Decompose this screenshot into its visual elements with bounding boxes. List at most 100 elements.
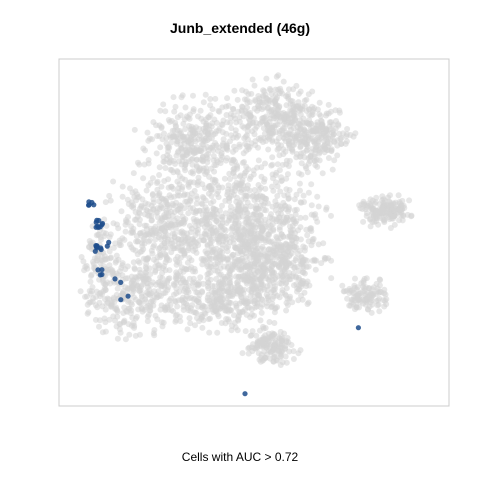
background-cell-point bbox=[387, 225, 394, 231]
background-cell-point bbox=[211, 168, 218, 175]
background-cell-point bbox=[312, 211, 319, 218]
background-cell-point bbox=[190, 108, 197, 115]
background-cell-point bbox=[268, 125, 275, 132]
background-cell-point bbox=[301, 97, 308, 104]
background-cell-point bbox=[224, 248, 231, 255]
background-cell-point bbox=[261, 246, 267, 253]
background-cell-point bbox=[162, 289, 169, 296]
background-cell-point bbox=[230, 106, 237, 113]
background-cell-point bbox=[224, 95, 231, 102]
background-cell-point bbox=[259, 336, 266, 343]
background-cell-point bbox=[231, 87, 238, 94]
background-cell-point bbox=[283, 273, 290, 280]
background-cell-point bbox=[206, 114, 213, 121]
background-cell-point bbox=[211, 283, 218, 290]
background-cell-point bbox=[365, 306, 371, 313]
background-cell-point bbox=[220, 288, 227, 295]
background-cell-point bbox=[129, 229, 136, 236]
background-cell-point bbox=[381, 219, 388, 226]
background-cell-point bbox=[174, 138, 181, 145]
background-cell-point bbox=[239, 238, 246, 244]
background-cell-point bbox=[400, 202, 407, 209]
background-cell-point bbox=[100, 280, 107, 287]
background-cell-point bbox=[102, 319, 109, 326]
background-cell-point bbox=[282, 240, 289, 247]
background-cell-point bbox=[118, 208, 125, 215]
background-cell-point bbox=[274, 235, 281, 241]
background-cell-point bbox=[295, 170, 302, 177]
background-cell-point bbox=[169, 243, 176, 250]
background-cell-point bbox=[235, 256, 242, 263]
background-cell-point bbox=[270, 175, 276, 182]
background-cell-point bbox=[161, 130, 167, 137]
background-cell-point bbox=[236, 286, 242, 293]
background-cell-point bbox=[97, 259, 104, 266]
background-cell-point bbox=[279, 289, 286, 296]
background-cell-point bbox=[136, 221, 143, 228]
highlighted-cell-point bbox=[355, 325, 361, 331]
background-cell-point bbox=[231, 312, 237, 319]
background-cell-point bbox=[226, 215, 233, 221]
background-cell-point bbox=[314, 106, 321, 113]
background-cell-point bbox=[269, 263, 276, 270]
background-cell-point bbox=[142, 296, 149, 303]
background-cell-point bbox=[262, 185, 269, 192]
background-cell-point bbox=[176, 259, 183, 266]
background-cell-point bbox=[181, 136, 188, 143]
background-cell-point bbox=[322, 133, 329, 140]
background-cell-point bbox=[304, 146, 311, 153]
background-cell-point bbox=[158, 217, 165, 224]
background-cell-point bbox=[139, 196, 146, 203]
background-cell-point bbox=[328, 212, 334, 219]
background-cell-point bbox=[290, 356, 297, 362]
background-cell-point bbox=[232, 300, 239, 307]
background-cell-point bbox=[260, 93, 267, 100]
background-cell-point bbox=[227, 111, 234, 117]
background-cell-point bbox=[333, 118, 339, 124]
background-cell-point bbox=[197, 274, 204, 281]
background-cell-point bbox=[228, 231, 235, 238]
background-cell-point bbox=[215, 313, 222, 320]
background-cell-point bbox=[136, 266, 143, 273]
background-cell-point bbox=[196, 292, 203, 299]
background-cell-point bbox=[202, 185, 208, 192]
background-cell-point bbox=[264, 283, 271, 290]
background-cell-point bbox=[249, 328, 256, 335]
background-cell-point bbox=[253, 332, 260, 339]
background-cell-point bbox=[252, 205, 259, 212]
background-cell-point bbox=[250, 171, 257, 178]
background-cell-point bbox=[197, 107, 204, 114]
background-cell-point bbox=[110, 244, 117, 251]
background-cell-point bbox=[256, 186, 263, 193]
background-cell-point bbox=[205, 190, 212, 197]
background-cell-point bbox=[207, 211, 214, 218]
background-cell-point bbox=[209, 106, 216, 113]
background-cell-point bbox=[277, 210, 284, 217]
background-cell-point bbox=[316, 111, 323, 118]
background-cell-point bbox=[353, 286, 360, 293]
background-cell-point bbox=[153, 180, 160, 186]
background-cell-point bbox=[177, 318, 184, 325]
background-cell-point bbox=[360, 218, 367, 225]
background-cell-point bbox=[204, 271, 211, 278]
background-cell-point bbox=[354, 292, 361, 298]
background-cell-point bbox=[193, 162, 200, 169]
background-cell-point bbox=[228, 283, 235, 290]
background-cell-point bbox=[156, 244, 163, 251]
background-cell-point bbox=[168, 139, 175, 146]
background-cell-point bbox=[194, 182, 201, 188]
background-cell-point bbox=[155, 234, 162, 241]
background-cell-point bbox=[191, 285, 198, 292]
background-cell-point bbox=[205, 131, 212, 138]
background-cell-point bbox=[138, 202, 145, 209]
background-cell-point bbox=[137, 230, 144, 237]
background-cell-point bbox=[195, 174, 202, 181]
background-cell-point bbox=[297, 347, 304, 354]
background-cell-point bbox=[99, 329, 106, 336]
background-cell-point bbox=[262, 160, 268, 167]
background-cell-point bbox=[387, 192, 393, 199]
background-cell-point bbox=[255, 102, 262, 109]
background-cell-point bbox=[203, 152, 210, 158]
background-cell-point bbox=[89, 284, 96, 291]
background-cell-point bbox=[388, 207, 395, 213]
